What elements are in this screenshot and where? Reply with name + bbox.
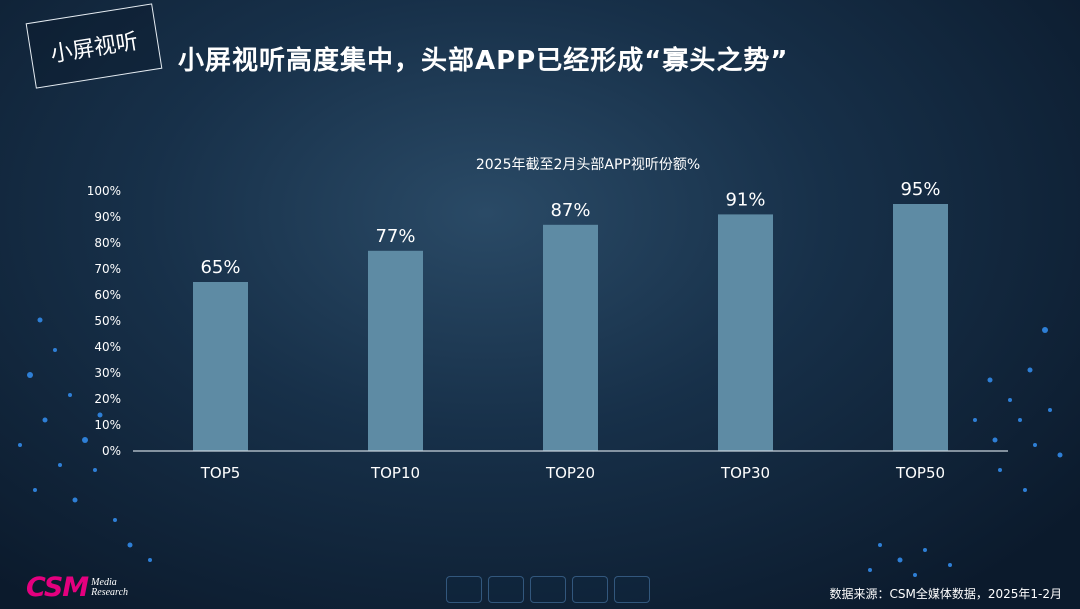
data-source-note: 数据来源：CSM全媒体数据，2025年1-2月	[829, 587, 1063, 601]
x-tick-label: TOP20	[545, 464, 595, 482]
chart-title: 2025年截至2月头部APP视听份额%	[476, 157, 700, 173]
x-tick-label: TOP5	[200, 464, 241, 482]
x-tick-label: TOP30	[720, 464, 770, 482]
y-tick-label: 100%	[87, 184, 121, 198]
x-tick-label: TOP50	[895, 464, 945, 482]
logo-main-text: CSM	[26, 572, 89, 603]
y-tick-label: 50%	[94, 314, 121, 328]
bar	[893, 204, 948, 451]
bars: 65% 77% 87% 91% 95%	[193, 179, 948, 451]
y-tick-label: 70%	[94, 262, 121, 276]
logo-sub-media: Media	[91, 576, 117, 588]
y-tick-label: 30%	[94, 366, 121, 380]
y-tick-label: 60%	[94, 288, 121, 302]
data-label: 91%	[725, 189, 765, 210]
y-tick-label: 20%	[94, 392, 121, 406]
bar	[368, 250, 423, 451]
slide-thumbnail[interactable]	[614, 576, 650, 603]
data-label: 77%	[375, 226, 415, 247]
slide-thumbnail[interactable]	[530, 576, 566, 603]
page-title: 小屏视听高度集中，头部APP已经形成“寡头之势”	[178, 46, 789, 76]
y-tick-label: 0%	[102, 444, 121, 458]
slide-thumbnail[interactable]	[446, 576, 482, 603]
y-tick-label: 40%	[94, 340, 121, 354]
slide-thumbnails	[446, 576, 650, 603]
logo-sub-research: Research	[91, 586, 129, 598]
bar	[193, 282, 248, 451]
data-label: 95%	[900, 179, 940, 200]
y-tick-label: 90%	[94, 210, 121, 224]
bar	[543, 224, 598, 451]
x-axis: TOP5 TOP10 TOP20 TOP30 TOP50	[133, 450, 1008, 482]
slide-thumbnail[interactable]	[488, 576, 524, 603]
y-tick-label: 80%	[94, 236, 121, 250]
data-label: 65%	[200, 257, 240, 278]
data-label: 87%	[550, 200, 590, 221]
y-axis: 0% 10% 20% 30% 40% 50% 60% 70% 80% 90% 100%	[87, 184, 121, 458]
y-tick-label: 10%	[94, 418, 121, 432]
x-tick-label: TOP10	[370, 464, 420, 482]
logo-subtext: Media Research	[91, 576, 129, 598]
bar	[718, 214, 773, 451]
csm-logo: CSM Media Research	[26, 572, 128, 603]
slide-thumbnail[interactable]	[572, 576, 608, 603]
